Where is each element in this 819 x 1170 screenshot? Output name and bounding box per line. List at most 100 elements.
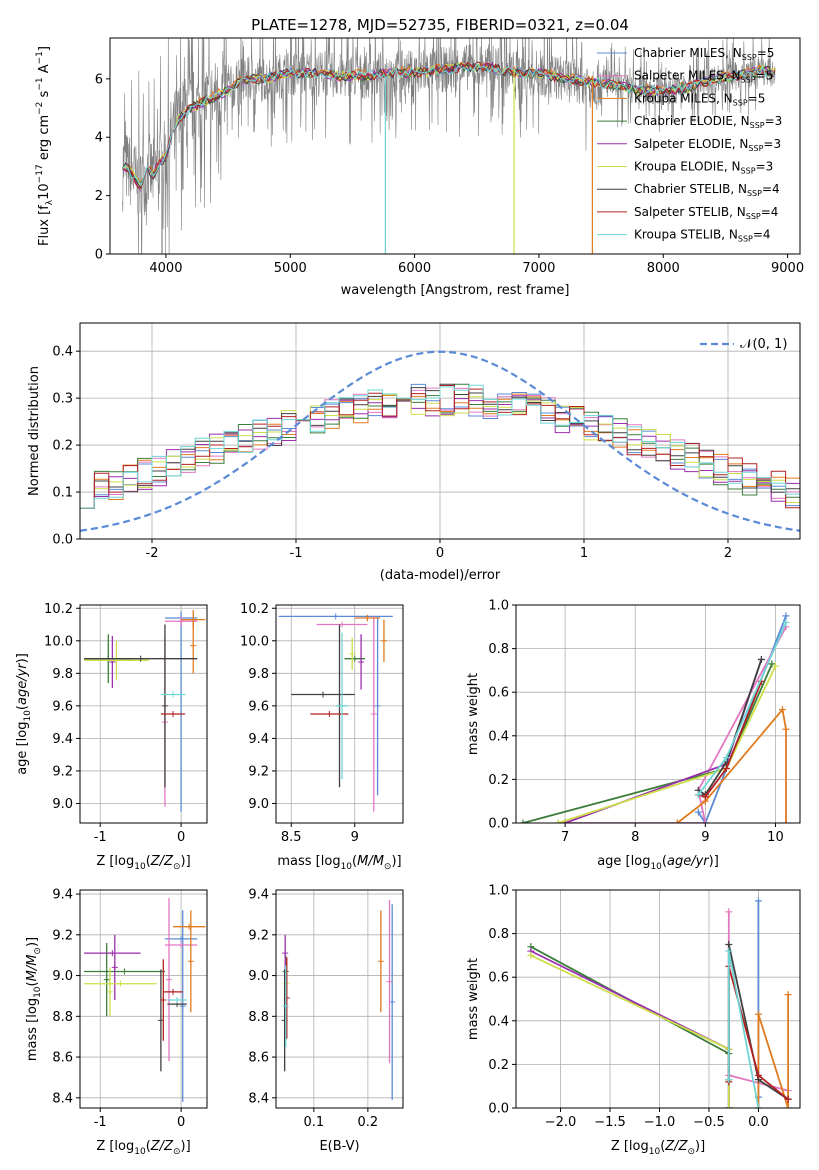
- legend-label-suffix: =5: [748, 91, 766, 105]
- y-axis-label-part: 10: [37, 183, 52, 200]
- data-point-marker: [161, 702, 168, 709]
- data-point-marker: [554, 819, 562, 823]
- plot-area-mass_vs_ebv: [281, 900, 396, 1100]
- y-tick-label: 0.2: [488, 773, 509, 788]
- y-axis-label-part: ]: [37, 46, 52, 51]
- x-axis-label: (data-model)/error: [380, 568, 501, 583]
- plot-area-mass_vs_Z: [84, 898, 206, 1102]
- data-point-marker: [160, 997, 167, 1004]
- data-point-marker: [725, 947, 733, 955]
- y-axis-label: mass [log10(M/M⊙)]: [25, 937, 43, 1061]
- y-axis-label-part: −2: [35, 102, 45, 115]
- x-tick-label: 1: [580, 546, 588, 561]
- x-axis-label: age [log10(age/yr)]: [597, 854, 719, 872]
- legend-label-sub: SSP: [741, 167, 756, 176]
- data-point-marker: [106, 988, 113, 995]
- panel-mass_vs_Z: -1 08.48.68.89.09.29.4Z [log10(Z/Z⊙)]mass…: [25, 888, 208, 1157]
- legend-label-text: Chabrier ELODIE, N: [634, 114, 750, 128]
- x-tick-label: 6000: [398, 261, 431, 276]
- y-tick-label: 0.0: [52, 533, 73, 548]
- x-tick-label: 0.0: [748, 1115, 769, 1130]
- y-axis-label-part: erg cm: [37, 115, 52, 164]
- y-tick-label: 8.6: [248, 1051, 269, 1066]
- y-axis-label: Flux [fλ10−17 erg cm−2 s−1 A−1]: [35, 46, 55, 246]
- y-axis-label: mass weight: [466, 958, 481, 1040]
- data-point-marker: [165, 976, 172, 983]
- y-tick-label: 4: [95, 131, 103, 146]
- data-point-marker: [121, 968, 128, 975]
- x-tick-label: −2.0: [545, 1115, 577, 1130]
- x-tick-label: −1.0: [644, 1115, 676, 1130]
- label-part: (: [352, 854, 357, 869]
- x-tick-label: −0.5: [693, 1115, 725, 1130]
- data-point-marker: [103, 976, 110, 983]
- y-tick-label: 9.0: [248, 797, 269, 812]
- panel-age_vs_Z: -1 09.09.29.49.69.810.010.2Z [log10(Z/Z⊙)…: [15, 602, 208, 872]
- data-point-marker: [694, 791, 702, 799]
- data-point-marker: [771, 662, 779, 670]
- series-line-kroupa-miles: [757, 994, 789, 1108]
- panel-mass_vs_ebv: 0.1 0.2 8.4 8.6 8.8 9.0 9.2 9.4 E(B-V): [248, 888, 404, 1154]
- label-part: age [log: [597, 854, 650, 869]
- x-tick-label: 0: [177, 830, 185, 845]
- legend-label: Chabrier MILES, NSSP=5: [634, 46, 774, 62]
- x-tick-label: 4000: [149, 261, 182, 276]
- data-point-marker: [725, 1104, 733, 1108]
- label-part: (: [146, 854, 151, 869]
- data-point-marker: [701, 793, 709, 801]
- panel-mass_weight_vs_Z: −2.0 −1.5 −1.0 −0.5 0.0 0.0 0.2 0.4 0.6 0.8 1.0 Z […: [466, 884, 801, 1157]
- label-part: Z [log: [96, 854, 134, 869]
- legend-label-sub: SSP: [738, 235, 753, 244]
- normal-distribution-curve: [80, 350, 800, 532]
- x-tick-label: 7: [561, 830, 569, 845]
- series-line-kroupa-elodie: [557, 665, 777, 823]
- label-part: )]: [181, 1139, 191, 1154]
- y-tick-label: 0.8: [488, 927, 509, 942]
- label-part: )]: [709, 854, 719, 869]
- y-axis-label-part: Flux [f: [37, 205, 52, 246]
- legend-label-sub: SSP: [733, 98, 748, 107]
- y-tick-label: 8.4: [248, 1091, 269, 1106]
- data-point-marker: [339, 621, 346, 628]
- data-point-marker: [757, 656, 765, 663]
- y-tick-label: 9.4: [52, 888, 73, 903]
- legend-label-sub: SSP: [750, 121, 765, 130]
- label-part: 10: [134, 862, 146, 872]
- label-part: Z/Z: [150, 1139, 174, 1154]
- label-part: mass [log: [25, 998, 40, 1061]
- data-point-marker: [754, 1071, 762, 1079]
- data-point-marker: [784, 1104, 792, 1108]
- label-part: )]: [15, 653, 30, 663]
- legend-label: Chabrier STELIB, NSSP=4: [634, 182, 780, 198]
- data-point-marker: [174, 997, 181, 1004]
- y-axis-label-part: s: [37, 90, 52, 101]
- label-part: Z [log: [96, 1139, 134, 1154]
- data-point-marker: [190, 642, 197, 649]
- legend-label-suffix: =5: [756, 69, 774, 83]
- legend-label-text: Salpeter STELIB, N: [634, 205, 746, 219]
- legend-label-suffix: =5: [757, 46, 775, 60]
- label-part: ⊙: [173, 862, 181, 872]
- y-axis-label: age [log10(age/yr)]: [15, 653, 33, 775]
- data-point-marker: [768, 660, 776, 668]
- data-point-marker: [117, 980, 124, 987]
- x-tick-label: 0.1: [303, 1115, 324, 1130]
- y-axis-label: mass weight: [466, 673, 481, 755]
- x-tick-label: 9: [351, 830, 359, 845]
- data-point-marker: [386, 978, 393, 985]
- label-part: )]: [25, 937, 40, 947]
- plot-area-age_vs_Z: [84, 609, 206, 812]
- legend-label-suffix: =4: [762, 182, 780, 196]
- series-line-salpeter-miles: [558, 626, 787, 823]
- y-tick-label: 2: [95, 189, 103, 204]
- data-point-marker: [178, 942, 185, 949]
- data-point-marker: [364, 615, 371, 622]
- y-tick-label: 0.2: [52, 439, 73, 454]
- data-point-marker: [519, 819, 527, 823]
- legend-label: Chabrier ELODIE, NSSP=3: [634, 114, 782, 130]
- y-tick-label: 0.2: [488, 1058, 509, 1073]
- label-part: Z/Z: [150, 854, 174, 869]
- data-point-marker: [349, 650, 356, 657]
- y-tick-label: 0.6: [488, 686, 509, 701]
